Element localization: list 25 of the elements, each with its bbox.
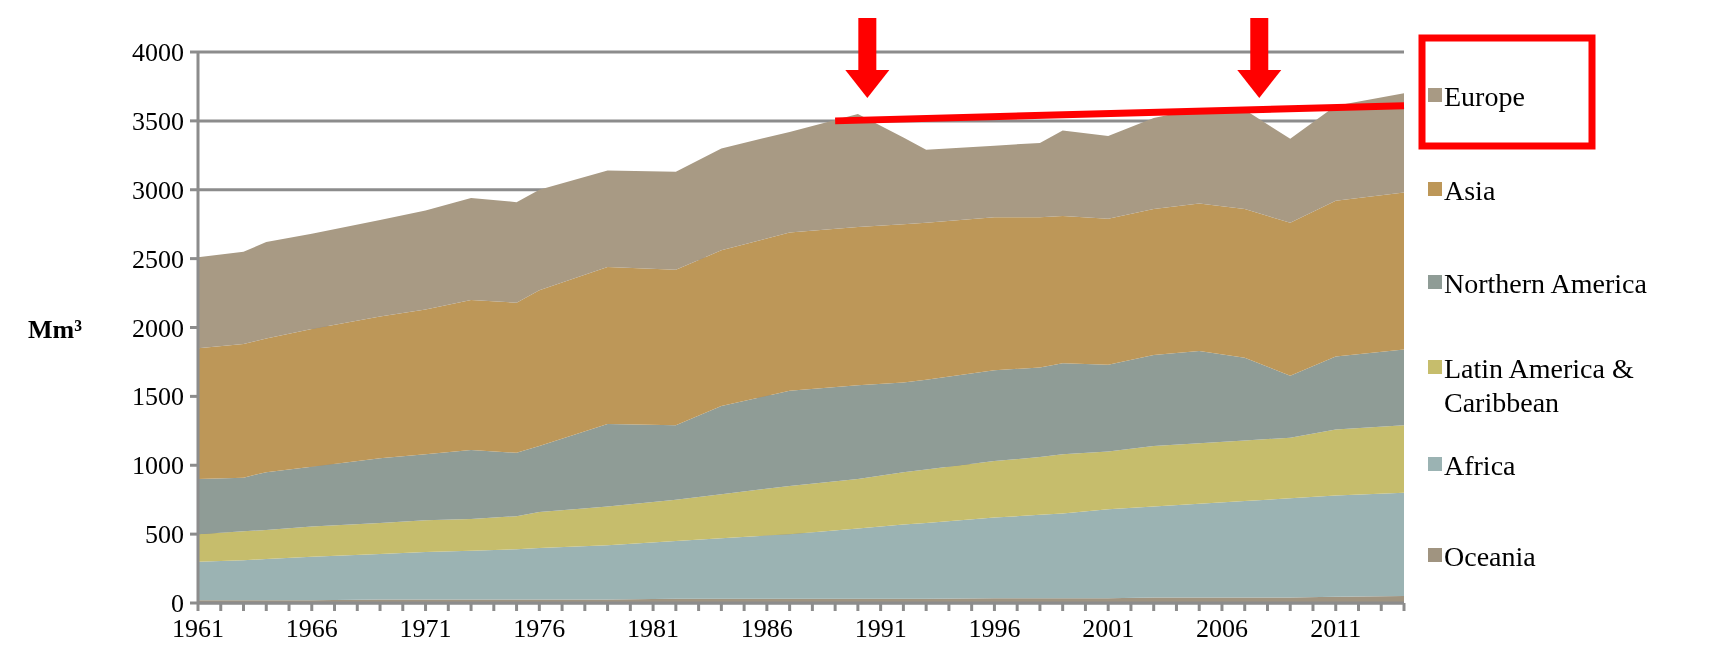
y-tick-label: 3000 [132, 175, 184, 205]
legend-label: Northern America [1444, 267, 1648, 299]
y-tick-label: 500 [145, 520, 184, 550]
legend-label: Africa [1444, 449, 1517, 481]
legend-label: Latin America & Caribbean [1444, 352, 1634, 418]
x-tick-label: 1996 [968, 614, 1021, 643]
y-tick-label: 1000 [132, 451, 184, 481]
x-tick-label: 2001 [1082, 614, 1135, 643]
x-tick-label: 2011 [1310, 614, 1362, 643]
x-tick-label: 1976 [513, 614, 566, 643]
legend-label: Oceania [1444, 540, 1537, 572]
legend-label: Asia [1444, 174, 1496, 206]
y-axis-title: Mm³ [28, 314, 83, 344]
x-tick-label: 1986 [740, 614, 793, 643]
x-tick-label: 1991 [854, 614, 907, 643]
y-tick-label: 1500 [132, 382, 184, 412]
y-tick-label: 2000 [132, 313, 184, 343]
legend-label: Europe [1444, 80, 1525, 112]
y-tick-label: 2500 [132, 244, 184, 274]
y-tick-label: 3500 [132, 106, 184, 136]
y-tick-label: 4000 [132, 38, 184, 68]
x-tick-label: 1971 [399, 614, 452, 643]
x-tick-label: 2006 [1195, 614, 1248, 643]
x-tick-label: 1966 [285, 614, 338, 643]
x-tick-label: 1981 [627, 614, 680, 643]
